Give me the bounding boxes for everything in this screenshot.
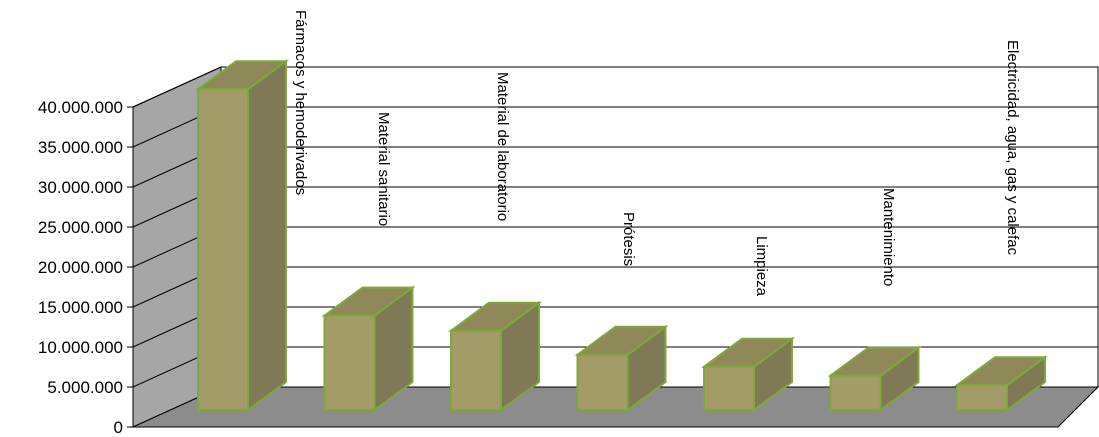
category-label: Limpieza	[753, 236, 770, 297]
y-tick-label: 25.000.000	[38, 218, 123, 237]
y-tick-label: 30.000.000	[38, 178, 123, 197]
category-label: Material sanitario	[375, 112, 392, 226]
y-tick-label: 5.000.000	[47, 378, 123, 397]
bar	[953, 355, 1049, 412]
category-label: Electricidad, agua, gas y calefac	[1004, 40, 1021, 256]
bar	[447, 300, 543, 412]
category-label: Mantenimiento	[880, 188, 897, 286]
bar-front	[197, 88, 249, 411]
bar-front	[703, 365, 755, 411]
category-labels: Fármacos y hemoderivados Material sanitar…	[292, 10, 1021, 297]
y-tick-label: 20.000.000	[38, 258, 123, 277]
bar	[700, 336, 796, 412]
bar	[321, 285, 416, 412]
y-tick-label: 15.000.000	[38, 298, 123, 317]
bar-front	[450, 329, 502, 411]
category-label: Prótesis	[620, 212, 637, 266]
y-axis: 0 5.000.000 10.000.000 15.000.000 20.000.000…	[38, 98, 134, 437]
bar	[574, 324, 669, 412]
gridline-side	[132, 66, 222, 108]
bar	[194, 59, 290, 412]
bar-side	[247, 59, 287, 412]
y-tick-label: 40.000.000	[38, 98, 123, 117]
category-label: Material de laboratorio	[494, 72, 511, 221]
bar-front	[829, 374, 882, 412]
bar-front	[956, 384, 1008, 412]
bar-front	[576, 353, 629, 411]
y-tick-label: 35.000.000	[38, 138, 123, 157]
category-label: Fármacos y hemoderivados	[292, 10, 309, 195]
bar-front	[323, 314, 376, 412]
bar	[827, 345, 922, 412]
y-tick-label: 0	[114, 418, 123, 437]
y-tick-label: 10.000.000	[38, 338, 123, 357]
bars	[194, 59, 1049, 412]
